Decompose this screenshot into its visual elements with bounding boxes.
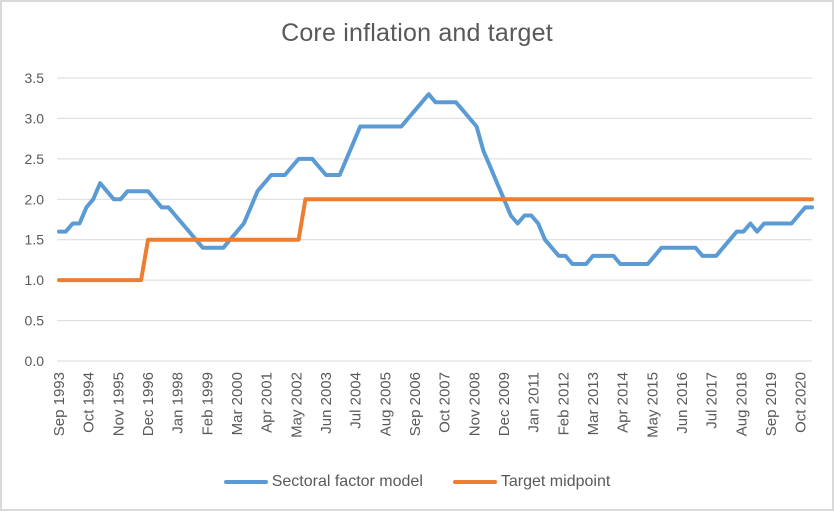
svg-text:Jan 1998: Jan 1998: [170, 372, 187, 434]
svg-text:2.5: 2.5: [25, 151, 45, 167]
svg-text:Jan 2011: Jan 2011: [526, 372, 543, 433]
legend-label-sectoral-factor-model: Sectoral factor model: [271, 473, 423, 490]
svg-text:Sep 1993: Sep 1993: [51, 372, 68, 436]
svg-text:Nov 2008: Nov 2008: [466, 372, 483, 436]
svg-text:Mar 2013: Mar 2013: [585, 372, 602, 435]
svg-text:Mar 2000: Mar 2000: [229, 372, 246, 435]
svg-text:Aug 2018: Aug 2018: [733, 372, 750, 436]
svg-text:Aug 2005: Aug 2005: [377, 372, 394, 436]
svg-text:Oct 1994: Oct 1994: [81, 372, 98, 433]
svg-text:Apr 2014: Apr 2014: [615, 372, 632, 433]
svg-text:0.0: 0.0: [25, 353, 45, 369]
svg-text:Sep 2019: Sep 2019: [763, 372, 780, 436]
svg-text:Sep 2006: Sep 2006: [407, 372, 424, 436]
svg-text:Oct 2007: Oct 2007: [437, 372, 454, 433]
svg-text:Jun 2016: Jun 2016: [674, 372, 691, 434]
svg-text:1.0: 1.0: [25, 272, 45, 288]
svg-text:Oct 2020: Oct 2020: [793, 372, 810, 433]
chart-title: Core inflation and target: [281, 19, 553, 47]
legend: Sectoral factor model Target midpoint: [2, 468, 832, 496]
legend-item-sectoral-factor-model: Sectoral factor model: [223, 473, 423, 491]
svg-text:1.5: 1.5: [25, 232, 45, 248]
svg-text:3.0: 3.0: [25, 110, 45, 126]
svg-text:0.5: 0.5: [25, 313, 45, 329]
svg-text:3.5: 3.5: [25, 70, 45, 86]
target-midpoint-line: [57, 197, 814, 283]
svg-text:Jul 2017: Jul 2017: [704, 372, 721, 429]
target-midpoint-line-swatch: [452, 480, 497, 484]
svg-text:Feb 1999: Feb 1999: [199, 372, 216, 435]
y-axis-labels: 0.0 0.5 1.0 1.5 2.0 2.5 3.0 3.5: [25, 70, 45, 369]
legend-item-target-midpoint: Target midpoint: [452, 473, 611, 491]
svg-text:May 2015: May 2015: [644, 372, 661, 438]
svg-text:2.0: 2.0: [25, 191, 45, 207]
sectoral-factor-model-line-swatch: [223, 480, 268, 484]
svg-text:Dec 2009: Dec 2009: [496, 372, 513, 436]
legend-label-target-midpoint: Target midpoint: [500, 473, 611, 490]
svg-text:Apr 2001: Apr 2001: [259, 372, 276, 433]
svg-text:Feb 2012: Feb 2012: [555, 372, 572, 435]
svg-text:Jun 2003: Jun 2003: [318, 372, 335, 434]
gridlines: [57, 77, 812, 362]
svg-text:Jul 2004: Jul 2004: [348, 372, 365, 429]
sectoral-factor-model-line: [57, 92, 814, 266]
svg-text:Nov 1995: Nov 1995: [110, 372, 127, 436]
x-axis-labels: Sep 1993 Oct 1994 Nov 1995 Dec 1996 Jan 1998…: [51, 372, 810, 438]
svg-text:May 2002: May 2002: [288, 372, 305, 438]
svg-text:Dec 1996: Dec 1996: [140, 372, 157, 436]
